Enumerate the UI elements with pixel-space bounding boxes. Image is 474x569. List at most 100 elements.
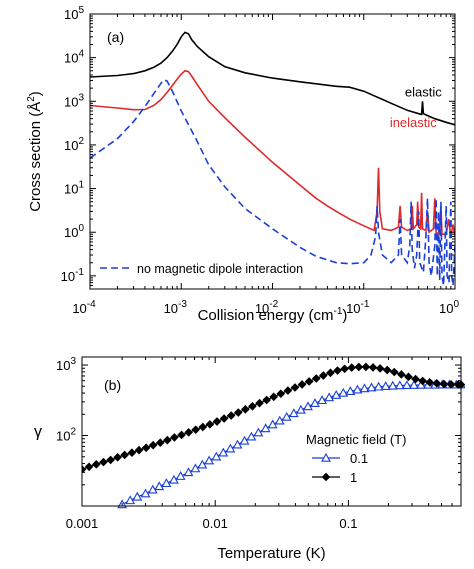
tick-base: 10 bbox=[346, 301, 360, 316]
y-tick-label: 102 bbox=[56, 427, 76, 444]
tick-base: 10 bbox=[439, 301, 453, 316]
data-point-diamond bbox=[340, 364, 349, 374]
tick-exponent: 2 bbox=[78, 136, 84, 147]
data-point-triangle bbox=[303, 401, 313, 411]
panel-a-cross-section-chart: 10-4 10-3 10-2 10-1 10010-110010110210310410… bbox=[26, 5, 459, 324]
data-point-triangle bbox=[232, 439, 243, 449]
data-point-diamond bbox=[155, 438, 165, 448]
data-point-triangle bbox=[281, 411, 292, 421]
data-point-diamond bbox=[226, 411, 236, 420]
legend-title: Magnetic field (T) bbox=[306, 432, 406, 447]
data-point-diamond bbox=[233, 408, 243, 417]
tick-base: 10 bbox=[61, 269, 75, 284]
data-point-diamond bbox=[404, 372, 413, 382]
data-point-triangle bbox=[345, 386, 356, 395]
data-point-diamond bbox=[141, 443, 151, 453]
tick-exponent: 0 bbox=[78, 223, 84, 234]
data-point-diamond bbox=[148, 440, 158, 450]
data-point-triangle bbox=[288, 408, 299, 418]
data-point-triangle bbox=[373, 381, 384, 391]
series-label-inelastic: inelastic bbox=[390, 115, 437, 130]
data-point-triangle bbox=[352, 384, 363, 394]
data-point-diamond bbox=[269, 392, 279, 402]
data-point-diamond bbox=[170, 433, 179, 442]
y-tick-label: 102 bbox=[64, 136, 84, 153]
data-point-triangle bbox=[211, 451, 222, 461]
x-tick-label: 10-3 bbox=[164, 299, 188, 316]
tick-base: 10 bbox=[64, 51, 78, 66]
data-point-diamond bbox=[106, 455, 115, 465]
data-point-diamond bbox=[319, 371, 328, 380]
legend-label: 0.1 bbox=[350, 451, 368, 466]
y-tick-label: 100 bbox=[64, 223, 84, 240]
y-axis-label: γ bbox=[34, 424, 42, 441]
data-point-triangle bbox=[132, 491, 143, 501]
series-line-inelastic bbox=[90, 69, 455, 237]
tick-base: 10 bbox=[64, 7, 78, 22]
tick-exponent: -1 bbox=[361, 299, 370, 310]
data-point-triangle bbox=[260, 423, 271, 433]
data-point-triangle bbox=[218, 447, 229, 457]
data-point-diamond bbox=[311, 374, 321, 383]
data-point-diamond bbox=[432, 379, 442, 388]
data-point-triangle bbox=[225, 443, 236, 453]
legend-marker-triangle bbox=[321, 452, 331, 462]
data-point-diamond bbox=[205, 420, 215, 429]
data-point-diamond bbox=[368, 363, 378, 372]
tick-exponent: -4 bbox=[87, 299, 96, 310]
data-point-diamond bbox=[389, 367, 399, 377]
tick-base: 10 bbox=[64, 225, 78, 240]
legend-label-no-dipole: no magnetic dipole interaction bbox=[137, 262, 303, 276]
data-point-triangle bbox=[310, 398, 320, 407]
data-point-diamond bbox=[304, 377, 314, 386]
data-point-diamond bbox=[326, 368, 335, 378]
data-point-triangle bbox=[183, 467, 194, 477]
panel-b-frame bbox=[81, 356, 462, 507]
legend-label: 1 bbox=[350, 470, 357, 485]
x-axis-label: Collision energy (cm-1) bbox=[198, 306, 348, 324]
data-point-diamond bbox=[184, 428, 193, 437]
data-point-triangle bbox=[253, 427, 264, 437]
data-point-diamond bbox=[177, 430, 186, 440]
y-tick-label: 105 bbox=[64, 5, 84, 22]
data-point-diamond bbox=[91, 460, 101, 469]
x-axis-label: Temperature (K) bbox=[217, 545, 325, 562]
data-point-diamond bbox=[382, 365, 392, 375]
y-tick-label: 10-1 bbox=[61, 267, 85, 284]
data-point-diamond bbox=[297, 380, 307, 389]
tick-base: 10 bbox=[64, 182, 78, 197]
data-point-diamond bbox=[241, 405, 250, 414]
data-point-triangle bbox=[401, 380, 412, 390]
data-point-diamond bbox=[397, 370, 406, 379]
data-point-diamond bbox=[255, 398, 264, 408]
y-tick-label: 103 bbox=[64, 92, 84, 109]
data-point-diamond bbox=[219, 414, 229, 423]
data-point-diamond bbox=[375, 364, 385, 373]
data-point-triangle bbox=[331, 390, 342, 399]
data-point-triangle bbox=[154, 481, 165, 491]
data-point-triangle bbox=[267, 419, 278, 429]
data-point-diamond bbox=[411, 374, 420, 384]
tick-exponent: -1 bbox=[75, 267, 84, 278]
data-point-diamond bbox=[276, 389, 286, 399]
tick-exponent: -2 bbox=[269, 299, 278, 310]
y-axis-label: Cross section (Å2) bbox=[26, 91, 44, 212]
data-point-diamond bbox=[198, 422, 208, 432]
data-point-diamond bbox=[134, 445, 144, 455]
data-point-triangle bbox=[366, 382, 377, 392]
data-point-diamond bbox=[361, 362, 371, 372]
data-point-diamond bbox=[262, 395, 271, 405]
data-point-triangle bbox=[175, 471, 186, 480]
data-point-diamond bbox=[446, 380, 456, 389]
series-line-no-magnetic-dipole-interaction bbox=[90, 78, 455, 286]
panel-label-b: (b) bbox=[104, 377, 121, 393]
panel-label-a: (a) bbox=[107, 29, 124, 45]
data-point-triangle bbox=[324, 392, 335, 402]
y-tick-label: 103 bbox=[56, 356, 76, 373]
tick-exponent: 1 bbox=[78, 180, 84, 191]
x-tick-label: 0.1 bbox=[339, 516, 357, 531]
data-point-triangle bbox=[190, 463, 201, 473]
data-point-triangle bbox=[295, 404, 306, 414]
